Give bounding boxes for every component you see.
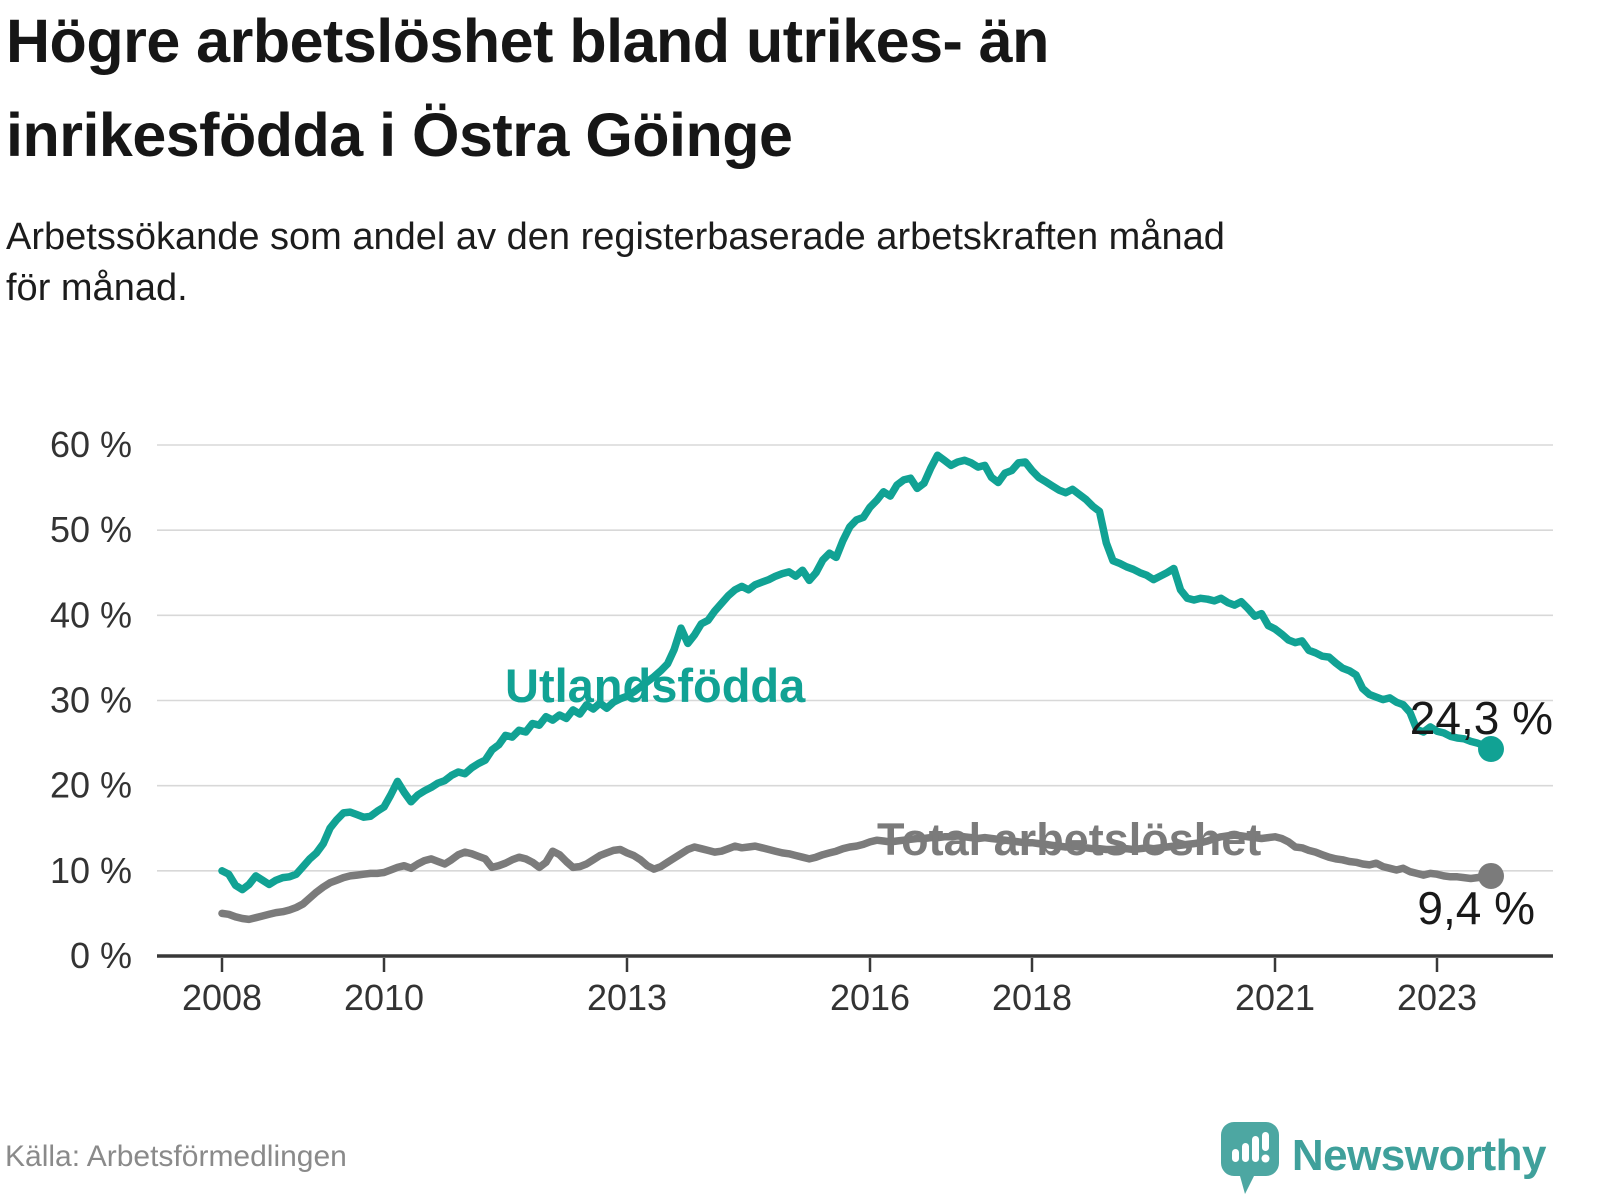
speech-bubble-shape (1220, 1122, 1279, 1194)
exclamation-bar (1261, 1132, 1269, 1151)
source-note: Källa: Arbetsförmedlingen (5, 1140, 347, 1173)
series-label-utlandsf-dda: Utlandsfödda (505, 659, 806, 712)
series-line-total-arbetsl-shet (218, 831, 1495, 924)
brand-name: Newsworthy (1291, 1131, 1547, 1180)
y-axis-label-40: 40 % (50, 594, 132, 635)
bar-chart-bar-medium (1241, 1143, 1249, 1162)
x-axis-label-2010: 2010 (344, 977, 424, 1018)
series-end-dot-total-arbetsl-shet (1478, 862, 1504, 889)
subtitle-line-2: för månad. (6, 267, 188, 309)
exclamation-dot (1261, 1154, 1270, 1163)
x-axis-label-2023: 2023 (1397, 977, 1477, 1018)
x-axis-label-2018: 2018 (992, 977, 1072, 1018)
title-line-1: Högre arbetslöshet bland utrikes- än (6, 7, 1049, 75)
y-axis-label-0: 0 % (70, 935, 132, 976)
series-line-utlandsf-dda (218, 451, 1495, 894)
title-line-2: inrikesfödda i Östra Göinge (6, 101, 793, 169)
y-axis-label-60: 60 % (50, 424, 132, 465)
y-axis-label-50: 50 % (50, 509, 132, 550)
page-title: Högre arbetslöshet bland utrikes- än inri… (6, 0, 1049, 182)
chart-subtitle: Arbetssökande som andel av den registerb… (6, 212, 1225, 314)
x-axis-label-2013: 2013 (587, 977, 667, 1018)
y-axis-label-20: 20 % (50, 765, 132, 806)
newsworthy-logo-icon (1220, 1122, 1279, 1194)
x-axis-label-2016: 2016 (830, 977, 910, 1018)
x-axis-label-2008: 2008 (182, 977, 262, 1018)
x-axis-label-2021: 2021 (1235, 977, 1315, 1018)
bar-chart-bar-small (1231, 1149, 1239, 1162)
bar-chart-bar-tall (1251, 1136, 1259, 1162)
series-label-total-arbetsl-shet: Total arbetslöshet (877, 814, 1261, 865)
series-end-dot-utlandsf-dda (1478, 736, 1504, 763)
y-axis-label-30: 30 % (50, 679, 132, 720)
y-axis-label-10: 10 % (50, 850, 132, 891)
value-label-utlandsf-dda: 24,3 % (1410, 692, 1553, 744)
value-label-total-arbetsl-shet: 9,4 % (1417, 882, 1535, 934)
subtitle-line-1: Arbetssökande som andel av den registerb… (6, 216, 1225, 258)
newsworthy-brand: Newsworthy (1220, 1122, 1547, 1196)
